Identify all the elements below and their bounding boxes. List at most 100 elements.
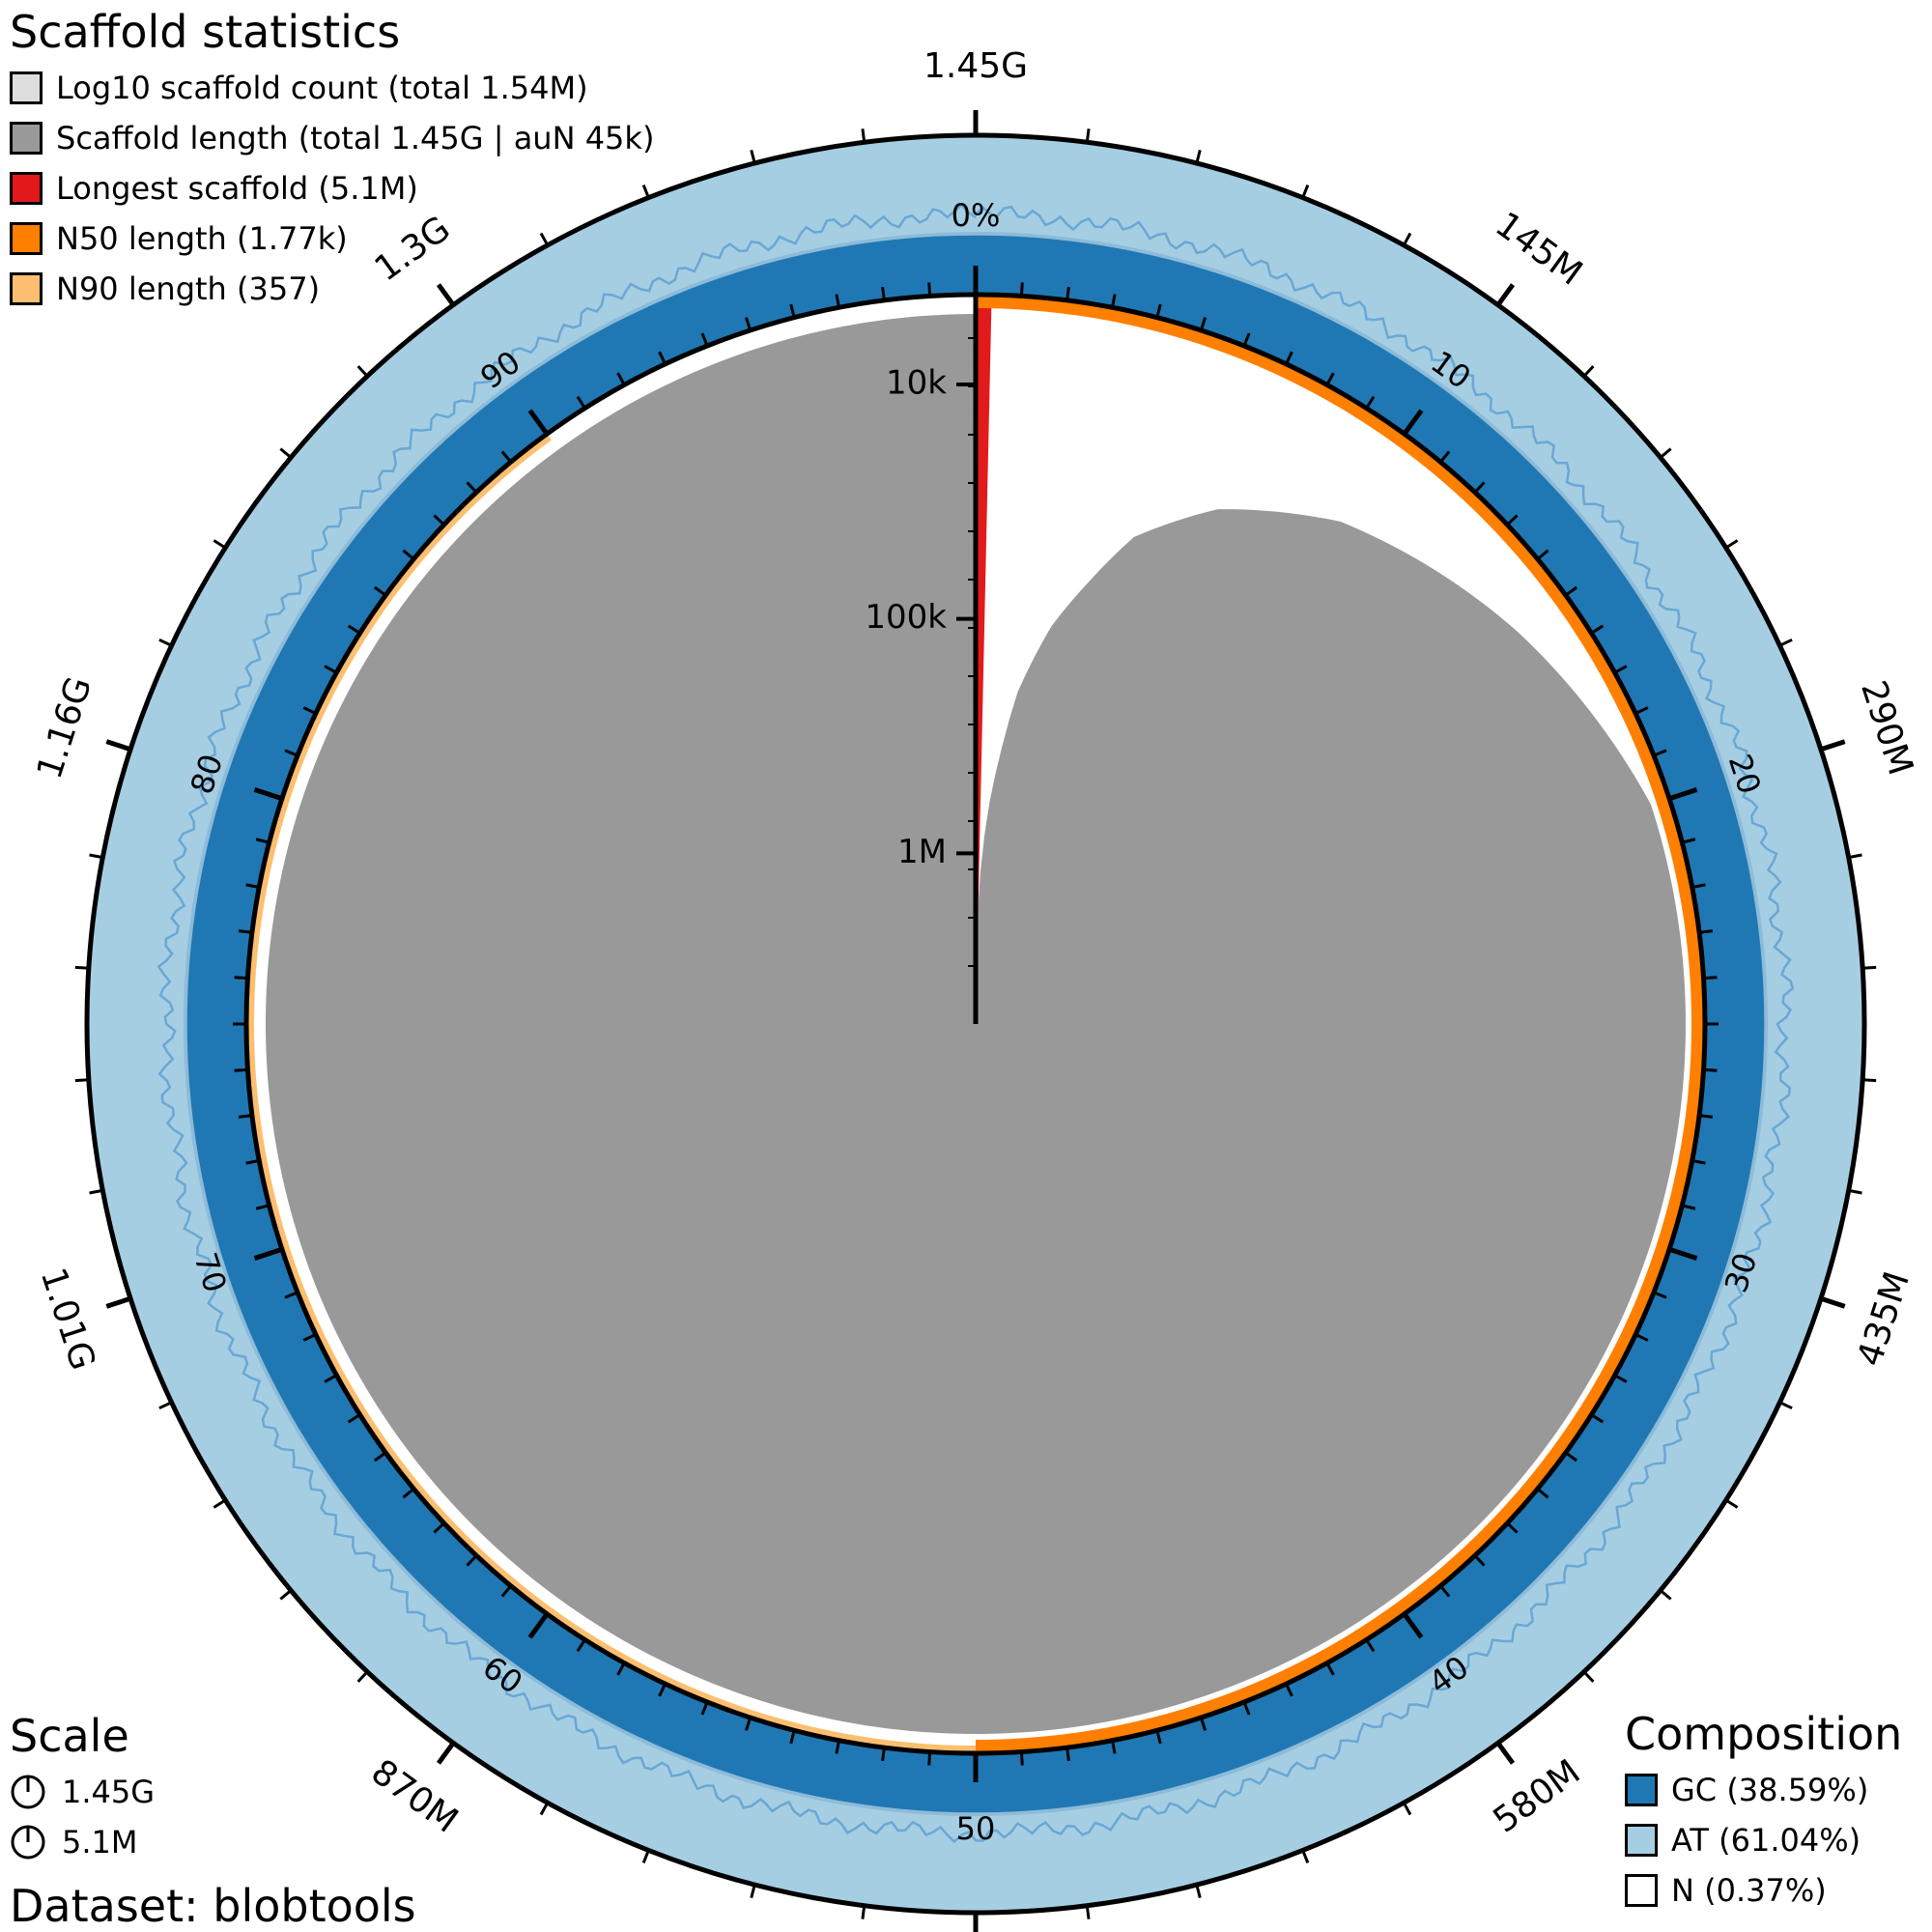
inner-minor-tick <box>1439 1584 1451 1598</box>
legend-label: Longest scaffold (5.1M) <box>56 169 418 207</box>
outer-minor-tick <box>1848 853 1862 860</box>
inner-minor-tick <box>658 1683 667 1697</box>
inner-minor-tick <box>1473 1554 1486 1567</box>
gc-variation-line <box>156 203 1795 1844</box>
outer-major-tick <box>1495 1741 1516 1765</box>
outer-minor-tick <box>1195 149 1202 164</box>
inner-minor-tick <box>1634 706 1649 715</box>
inner-minor-tick <box>500 1584 512 1598</box>
outer-minor-tick <box>1301 185 1310 199</box>
inner-minor-tick <box>1698 1114 1714 1119</box>
legend-item-n: N (0.37%) <box>1625 1865 1902 1916</box>
outer-major-tick <box>1820 1295 1846 1309</box>
inner-minor-tick <box>700 332 709 347</box>
inner-major-tick <box>527 1612 550 1639</box>
inner-minor-tick <box>616 1662 626 1676</box>
legend-item-scaffold-length: Scaffold length (total 1.45G | auN 45k) <box>10 113 654 163</box>
outer-major-tick <box>1820 739 1846 753</box>
legend-swatch <box>10 271 43 305</box>
legend-title: Scaffold statistics <box>10 6 401 58</box>
inner-minor-tick <box>1613 665 1628 674</box>
legend-label: N50 length (1.77k) <box>56 219 348 257</box>
outer-minor-tick <box>1402 232 1412 246</box>
scale-item-longest: 5.1M <box>10 1817 155 1867</box>
inner-minor-tick <box>616 372 626 386</box>
inner-minor-tick <box>1536 1488 1549 1499</box>
scale-item-total: 1.45G <box>10 1767 155 1817</box>
inner-minor-tick <box>245 883 260 890</box>
outer-minor-tick <box>641 185 650 199</box>
inner-minor-tick <box>1285 351 1293 365</box>
outer-minor-tick <box>539 1802 550 1816</box>
outer-minor-tick <box>539 232 550 246</box>
legend-item-longest-scaffold: Longest scaffold (5.1M) <box>10 163 654 213</box>
inner-minor-tick <box>927 282 932 297</box>
outer-minor-tick <box>74 1078 89 1083</box>
outer-axis-label: 290M <box>1853 676 1920 781</box>
outer-minor-tick <box>1659 1589 1672 1601</box>
inner-minor-tick <box>1681 838 1696 844</box>
inner-minor-tick <box>1564 585 1578 597</box>
legend-item-gc: GC (38.59%) <box>1625 1765 1902 1815</box>
outer-minor-tick <box>1862 965 1877 970</box>
legend-label: Log10 scaffold count (total 1.54M) <box>56 69 588 106</box>
inner-minor-tick <box>324 1374 338 1383</box>
legend-item-at: AT (61.04%) <box>1625 1815 1902 1865</box>
legend-label: Scaffold length (total 1.45G | auN 45k) <box>56 119 655 156</box>
inner-major-tick <box>1402 409 1424 436</box>
inner-minor-tick <box>347 1413 361 1424</box>
inner-minor-tick <box>1155 1729 1162 1745</box>
outer-minor-tick <box>861 128 867 143</box>
inner-minor-tick <box>1065 1747 1070 1762</box>
inner-minor-tick <box>402 549 415 560</box>
legend-label: GC (38.59%) <box>1671 1771 1869 1808</box>
legend-label: N (0.37%) <box>1671 1871 1827 1909</box>
outer-minor-tick <box>356 1670 369 1683</box>
inner-minor-tick <box>324 665 338 674</box>
inner-minor-tick <box>302 706 317 715</box>
outer-minor-tick <box>279 447 293 459</box>
scale-circle-icon <box>11 1775 45 1809</box>
inner-minor-tick <box>927 1751 932 1766</box>
outer-minor-tick <box>1085 1905 1091 1919</box>
percentile-axis-label: 0% <box>952 197 1001 234</box>
inner-minor-tick <box>1365 1638 1376 1653</box>
inner-minor-tick <box>466 1554 478 1567</box>
scale-label: 5.1M <box>62 1823 138 1861</box>
inner-minor-tick <box>1698 929 1714 934</box>
inner-minor-tick <box>245 1158 260 1165</box>
inner-minor-tick <box>255 838 270 844</box>
inner-minor-tick <box>658 351 667 365</box>
outer-axis-label: 1.01G <box>33 1264 102 1375</box>
inner-major-tick <box>1668 1246 1698 1261</box>
inner-minor-tick <box>373 1451 387 1463</box>
inner-minor-tick <box>500 450 512 464</box>
scale-title: Scale <box>10 1710 129 1762</box>
composition-legend: Composition GC (38.59%) AT (61.04%) N (0… <box>1625 1710 1902 1916</box>
outer-axis-label: 435M <box>1850 1267 1918 1372</box>
inner-minor-tick <box>1703 1067 1718 1072</box>
inner-minor-tick <box>1590 624 1605 635</box>
inner-minor-tick <box>284 1291 298 1299</box>
outer-minor-tick <box>1402 1802 1412 1816</box>
inner-minor-tick <box>1155 303 1162 319</box>
outer-minor-tick <box>750 1884 756 1899</box>
outer-major-tick <box>436 1741 456 1765</box>
inner-minor-tick <box>1242 332 1251 347</box>
inner-major-tick <box>1668 787 1698 802</box>
inner-minor-tick <box>1242 1701 1251 1716</box>
outer-minor-tick <box>89 853 103 860</box>
legend-item-n90: N90 length (357) <box>10 264 654 314</box>
outer-minor-tick <box>356 365 369 378</box>
inner-minor-tick <box>284 749 298 757</box>
outer-major-tick <box>436 283 456 307</box>
outer-minor-tick <box>279 1589 293 1601</box>
outer-minor-tick <box>1778 638 1793 647</box>
inner-major-tick <box>1402 1612 1424 1639</box>
legend-swatch <box>10 121 43 155</box>
legend-item-log10-count: Log10 scaffold count (total 1.54M) <box>10 63 654 113</box>
legend-title: Composition <box>1625 1708 1903 1760</box>
inner-minor-tick <box>433 1521 445 1534</box>
inner-minor-tick <box>1613 1374 1628 1383</box>
legend-swatch <box>10 221 43 255</box>
